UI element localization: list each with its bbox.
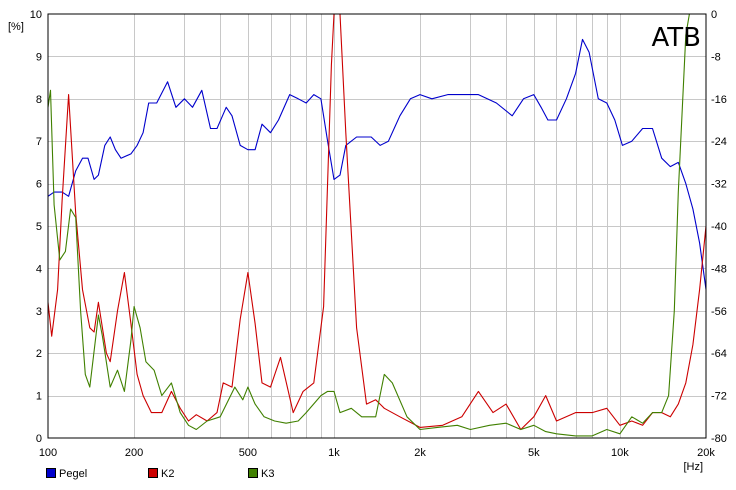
legend-label-pegel: Pegel <box>59 468 88 480</box>
left-axis-ticks: 0 1 2 3 4 5 6 7 8 9 10 <box>30 9 42 445</box>
x-axis-unit: [Hz] <box>683 461 703 473</box>
left-tick-label: 2 <box>36 348 42 360</box>
right-tick-label: 0 <box>711 9 717 21</box>
right-tick-label: -16 <box>711 94 727 106</box>
x-axis-ticks: 100 200 500 1k 2k 5k 10k 20k <box>39 447 716 459</box>
left-axis-unit: [%] <box>8 21 24 33</box>
series-layer <box>48 14 706 437</box>
right-tick-label: -64 <box>711 348 727 360</box>
legend-label-k2: K2 <box>161 468 175 480</box>
left-tick-label: 0 <box>36 433 42 445</box>
x-tick-label: 10k <box>611 447 629 459</box>
x-tick-label: 5k <box>528 447 540 459</box>
right-tick-label: -80 <box>711 433 727 445</box>
legend-swatch-k2 <box>148 468 158 478</box>
left-tick-label: 8 <box>36 94 42 106</box>
left-tick-label: 1 <box>36 391 42 403</box>
right-tick-label: -56 <box>711 306 727 318</box>
series-line-pegel <box>48 38 706 290</box>
x-tick-label: 1k <box>328 447 340 459</box>
left-tick-label: 5 <box>36 221 42 233</box>
right-tick-label: -32 <box>711 179 727 191</box>
legend-swatch-k3 <box>248 468 258 478</box>
right-tick-label: -72 <box>711 391 727 403</box>
x-tick-label: 200 <box>125 447 143 459</box>
x-tick-label: 2k <box>414 447 426 459</box>
left-tick-label: 10 <box>30 9 42 21</box>
brand-label: ATB <box>652 23 702 53</box>
right-tick-label: -24 <box>711 136 727 148</box>
x-tick-label: 500 <box>239 447 257 459</box>
left-tick-label: 7 <box>36 136 42 148</box>
x-tick-label: 20k <box>697 447 715 459</box>
right-tick-label: -48 <box>711 263 727 275</box>
series-line-k3 <box>48 14 706 437</box>
legend-item-pegel: Pegel <box>46 468 87 480</box>
series-line-k2 <box>48 14 706 431</box>
left-tick-label: 3 <box>36 306 42 318</box>
legend-swatch-pegel <box>46 468 56 478</box>
x-tick-label: 100 <box>39 447 57 459</box>
legend-item-k3: K3 <box>248 468 274 480</box>
plot-frame <box>47 13 707 439</box>
right-tick-label: -40 <box>711 221 727 233</box>
right-tick-label: -8 <box>711 51 721 63</box>
legend-item-k2: K2 <box>148 468 174 480</box>
grid <box>48 14 706 438</box>
left-tick-label: 6 <box>36 179 42 191</box>
left-tick-label: 4 <box>36 263 42 275</box>
legend-label-k3: K3 <box>261 468 275 480</box>
right-axis-ticks: -80-72-64-56-48-40-32-24-16-80 <box>711 9 727 445</box>
left-tick-label: 9 <box>36 51 42 63</box>
